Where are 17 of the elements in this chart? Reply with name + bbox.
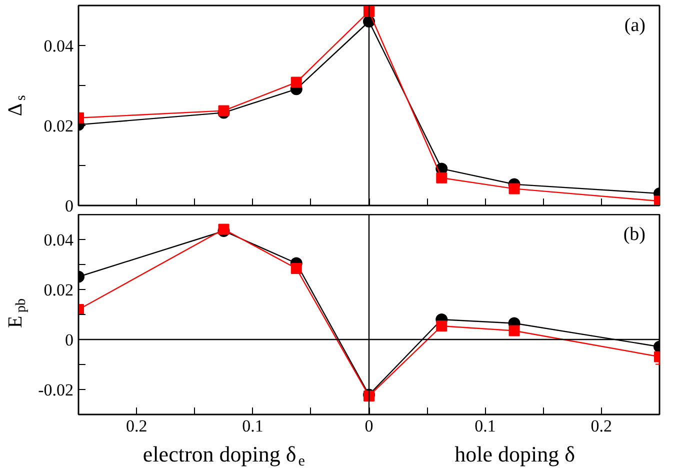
text: hole doping δ — [454, 442, 575, 466]
x-tick-label: 0.1 — [242, 416, 264, 436]
y-tick-label: 0.04 — [44, 36, 74, 56]
y-tick-label: -0.02 — [38, 380, 74, 400]
annotation: (a) — [624, 15, 646, 36]
x-tick-label: 0.1 — [474, 416, 496, 436]
y-tick-label: 0 — [65, 330, 74, 350]
annotation: (b) — [623, 224, 646, 245]
y-tick-label: 0.02 — [44, 116, 74, 136]
y-tick-label: 0.02 — [44, 280, 74, 300]
x-tick-label: 0 — [364, 416, 374, 436]
y-axis-title: Epb — [4, 298, 29, 328]
y-tick-label: 0 — [65, 196, 74, 216]
x-tick-label: 0.2 — [126, 416, 148, 436]
x-tick-label: 0.2 — [590, 416, 612, 436]
y-tick-label: 0.04 — [44, 230, 74, 250]
y-axis-title: Δs — [4, 95, 29, 116]
